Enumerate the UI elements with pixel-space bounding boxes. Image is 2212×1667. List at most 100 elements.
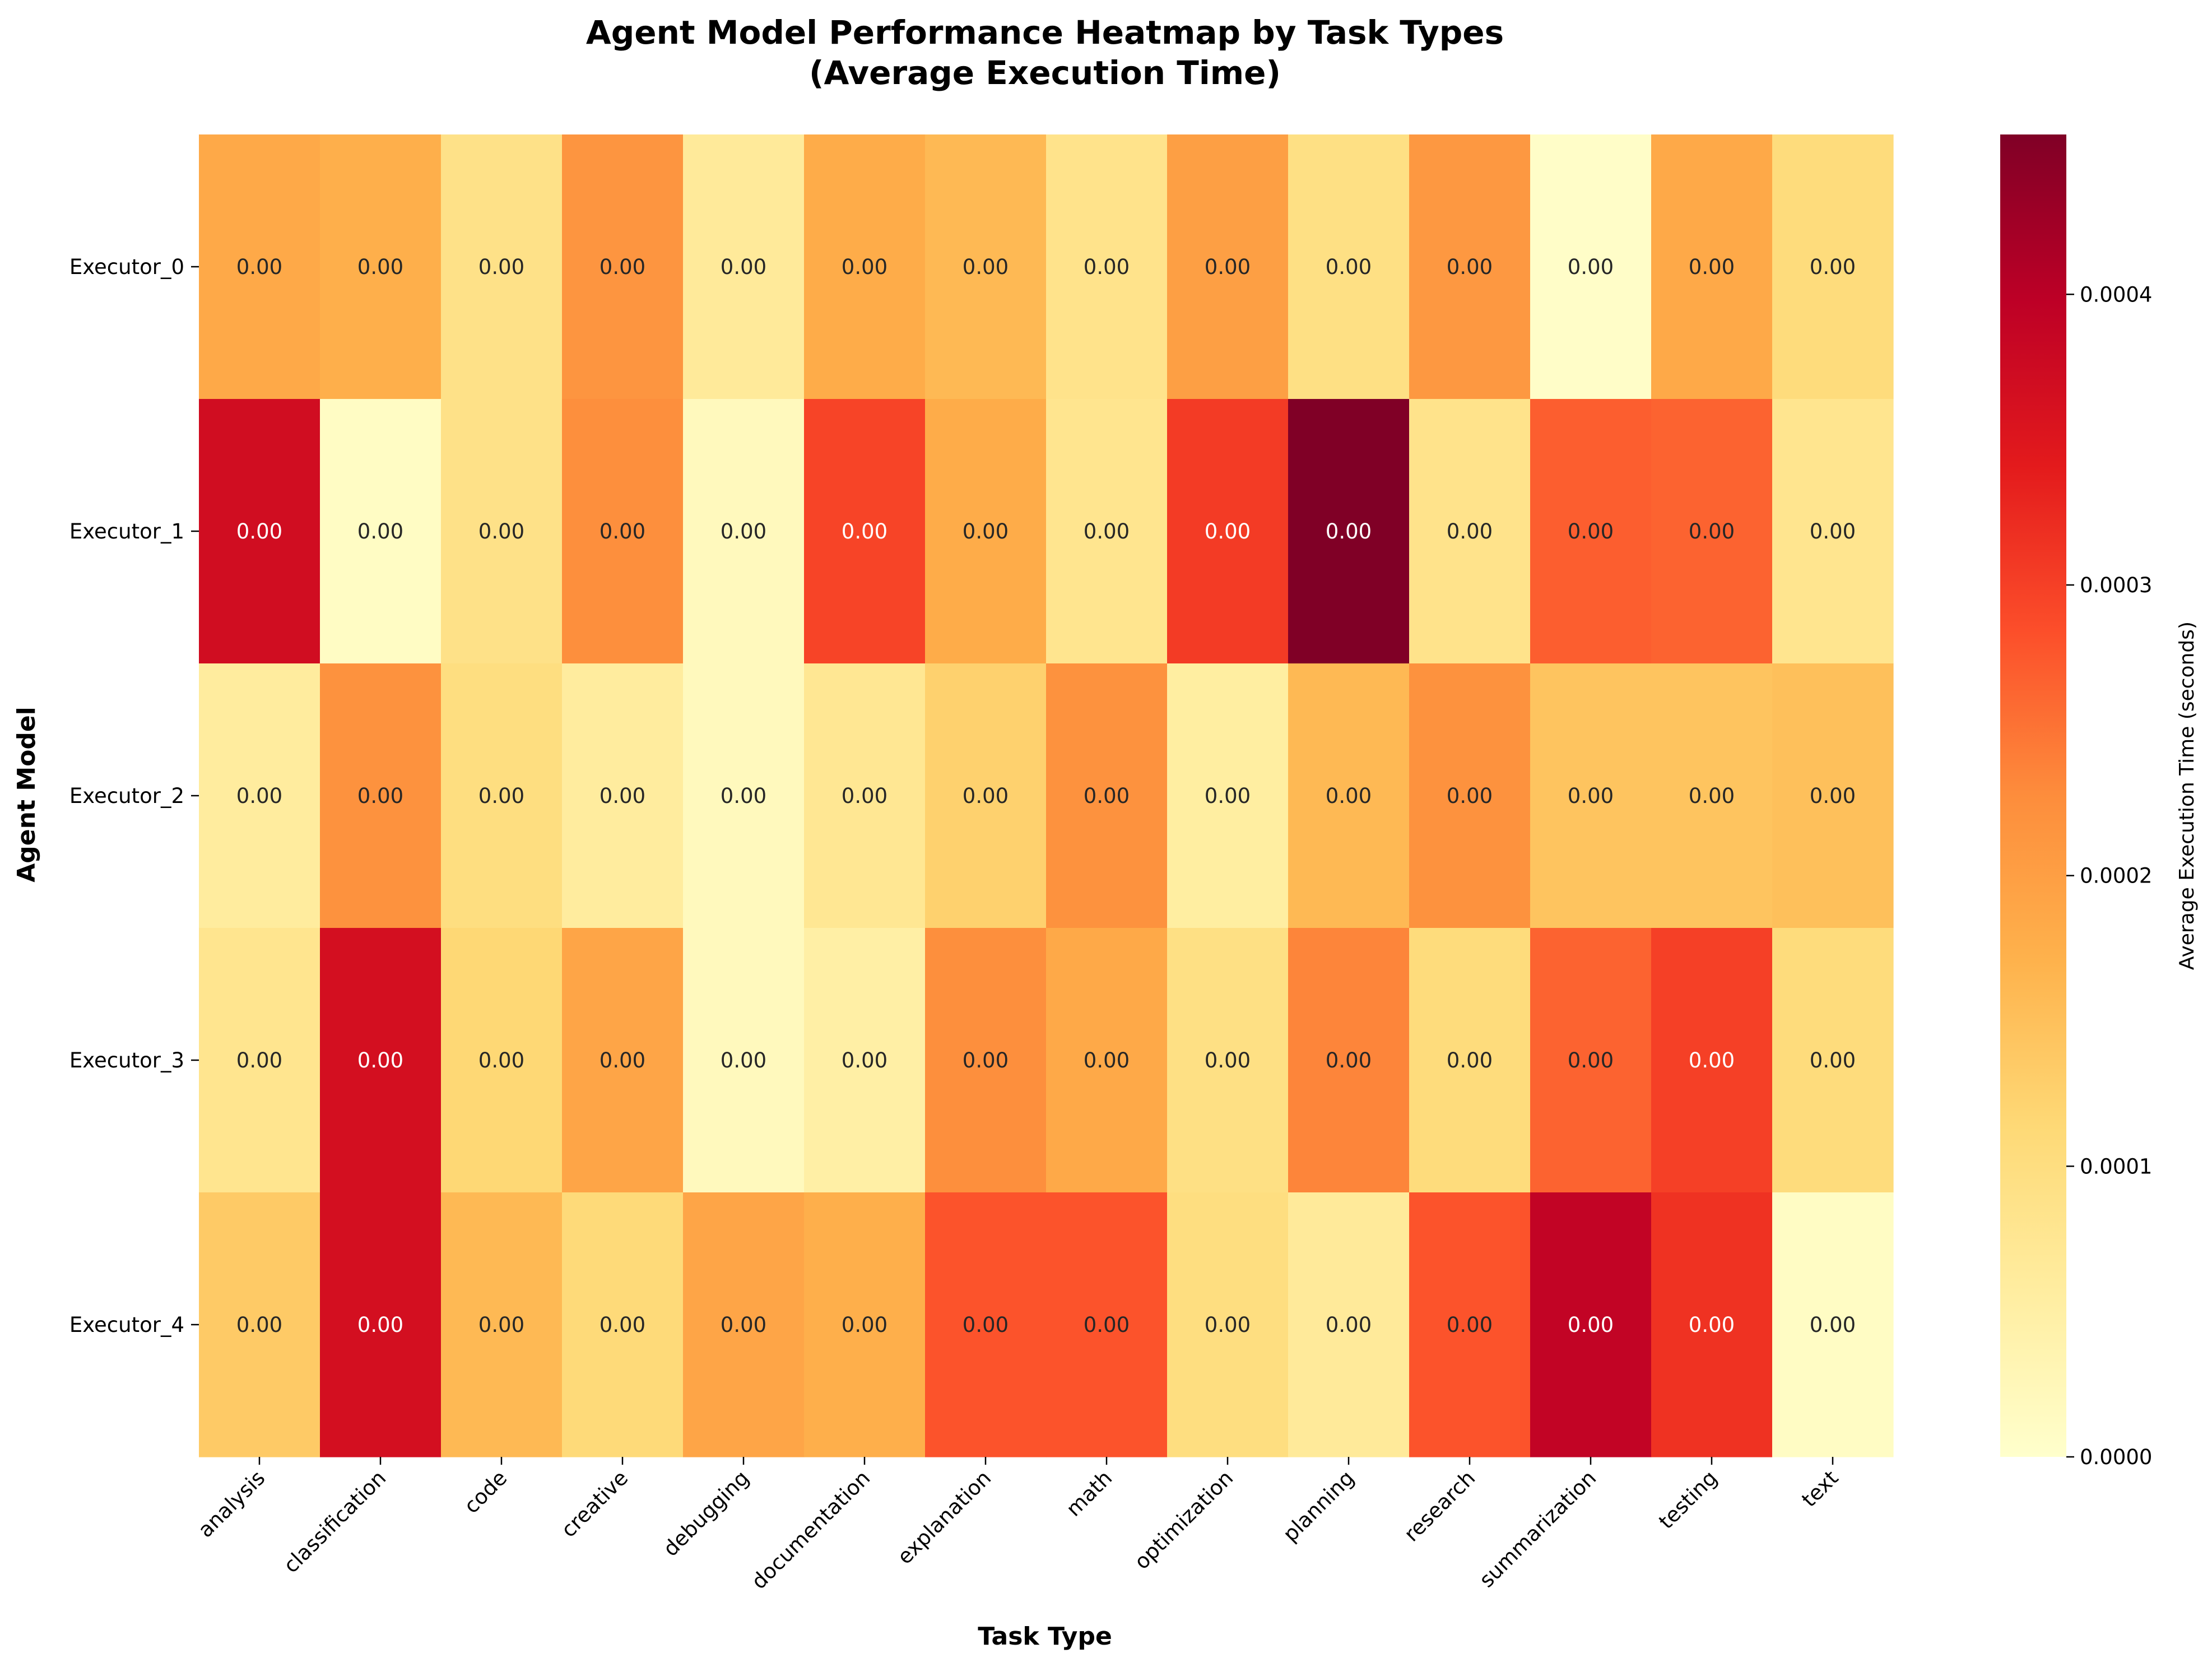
cell-value-label: 0.00 [357, 784, 403, 808]
cell-value-label: 0.00 [236, 784, 282, 808]
heatmap-cell [1409, 928, 1531, 1193]
heatmap-cell [1288, 399, 1410, 664]
cell-value-label: 0.00 [1447, 255, 1493, 279]
cell-value-label: 0.00 [842, 255, 887, 279]
cell-value-label: 0.00 [1810, 255, 1856, 279]
x-tick-label: creative [556, 1466, 633, 1542]
cell-value-label: 0.00 [1084, 784, 1130, 808]
heatmap-cell [1530, 928, 1652, 1193]
cell-value-label: 0.00 [1326, 1313, 1372, 1337]
cell-value-label: 0.00 [1205, 784, 1251, 808]
cell-value-label: 0.00 [478, 1048, 524, 1072]
colorbar-tick-label: 0.0004 [2080, 282, 2152, 307]
cell-value-label: 0.00 [1568, 784, 1614, 808]
heatmap-cell [1530, 1192, 1652, 1457]
heatmap-cell [683, 928, 805, 1193]
colorbar-tick-label: 0.0001 [2080, 1154, 2152, 1178]
colorbar-label: Average Execution Time (seconds) [2176, 621, 2199, 970]
cell-value-label: 0.00 [357, 255, 403, 279]
cell-value-label: 0.00 [1447, 1048, 1493, 1072]
cell-value-label: 0.00 [1326, 1048, 1372, 1072]
heatmap-cell [1772, 1192, 1894, 1457]
heatmap-cell [925, 399, 1047, 664]
chart-title-line1: Agent Model Performance Heatmap by Task … [586, 13, 1504, 52]
heatmap-cell [1772, 663, 1894, 928]
cell-value-label: 0.00 [1447, 519, 1493, 544]
heatmap-cell [1167, 134, 1289, 400]
heatmap-cell [1530, 134, 1652, 400]
cell-value-label: 0.00 [1326, 784, 1372, 808]
cell-value-label: 0.00 [1568, 519, 1614, 544]
heatmap-cell [804, 1192, 926, 1457]
cell-value-label: 0.00 [1568, 1048, 1614, 1072]
x-axis-label: Task Type [978, 1622, 1112, 1651]
cell-value-label: 0.00 [478, 1313, 524, 1337]
heatmap-cell [1530, 399, 1652, 664]
heatmap-cell [804, 663, 926, 928]
cell-value-label: 0.00 [963, 1313, 1009, 1337]
cell-value-label: 0.00 [963, 784, 1009, 808]
cell-value-label: 0.00 [1205, 1313, 1251, 1337]
heatmap-cell [199, 134, 320, 400]
heatmap-cell [441, 399, 563, 664]
cell-value-label: 0.00 [721, 255, 766, 279]
heatmap-cell [199, 663, 320, 928]
cell-value-label: 0.00 [1810, 1048, 1856, 1072]
heatmap-cell [683, 134, 805, 400]
heatmap-cell [441, 663, 563, 928]
heatmap-cell [199, 399, 320, 664]
cell-value-label: 0.00 [1326, 519, 1372, 544]
cell-value-label: 0.00 [236, 1313, 282, 1337]
cell-value-label: 0.00 [721, 1048, 766, 1072]
heatmap-cell [804, 399, 926, 664]
cell-value-label: 0.00 [478, 519, 524, 544]
cell-value-label: 0.00 [963, 255, 1009, 279]
cell-value-label: 0.00 [600, 519, 645, 544]
x-tick-labels: analysis classification code creative debugg… [193, 1457, 1843, 1594]
heatmap-cell [562, 928, 684, 1193]
heatmap-cell [320, 399, 442, 664]
heatmap-cell [562, 399, 684, 664]
heatmap-cell [199, 928, 320, 1193]
cell-value-label: 0.00 [1689, 519, 1735, 544]
cell-value-label: 0.00 [963, 1048, 1009, 1072]
heatmap-cell [1046, 663, 1168, 928]
cell-value-label: 0.00 [1568, 255, 1614, 279]
heatmap-cell [320, 928, 442, 1193]
cell-value-label: 0.00 [236, 519, 282, 544]
cell-value-label: 0.00 [1810, 784, 1856, 808]
y-tick-label: Executor_0 [69, 255, 184, 279]
heatmap-cell [1167, 1192, 1289, 1457]
cell-value-label: 0.00 [842, 1313, 887, 1337]
cell-value-label: 0.00 [1084, 1048, 1130, 1072]
cell-value-label: 0.00 [357, 1048, 403, 1072]
cell-value-label: 0.00 [236, 255, 282, 279]
heatmap-cell [1409, 663, 1531, 928]
cell-value-label: 0.00 [1205, 255, 1251, 279]
x-tick-label: debugging [658, 1466, 754, 1561]
heatmap-cell [1046, 928, 1168, 1193]
y-axis-label: Agent Model [12, 707, 41, 883]
heatmap-cell [1651, 663, 1773, 928]
heatmap-cell [562, 1192, 684, 1457]
cell-value-label: 0.00 [1568, 1313, 1614, 1337]
heatmap-cell [1409, 1192, 1531, 1457]
heatmap-cell [804, 928, 926, 1193]
x-tick-label: analysis [193, 1466, 269, 1542]
colorbar-tick-label: 0.0003 [2080, 573, 2152, 597]
heatmap-cell [1772, 928, 1894, 1193]
heatmap-cell [1167, 928, 1289, 1193]
cell-value-label: 0.00 [721, 519, 766, 544]
heatmap-cell [683, 399, 805, 664]
x-tick-label: optimization [1130, 1466, 1238, 1574]
y-tick-label: Executor_3 [69, 1048, 184, 1072]
heatmap-cell [320, 134, 442, 400]
cell-value-label: 0.00 [600, 1048, 645, 1072]
heatmap-cell [1651, 134, 1773, 400]
heatmap-cell [1046, 134, 1168, 400]
heatmap-cells: 0.00 0.00 0.00 0.00 0.00 0.00 0.00 0.00 0.00 0.00… [199, 134, 1894, 1457]
cell-value-label: 0.00 [842, 519, 887, 544]
cell-value-label: 0.00 [600, 784, 645, 808]
cell-value-label: 0.00 [1084, 1313, 1130, 1337]
